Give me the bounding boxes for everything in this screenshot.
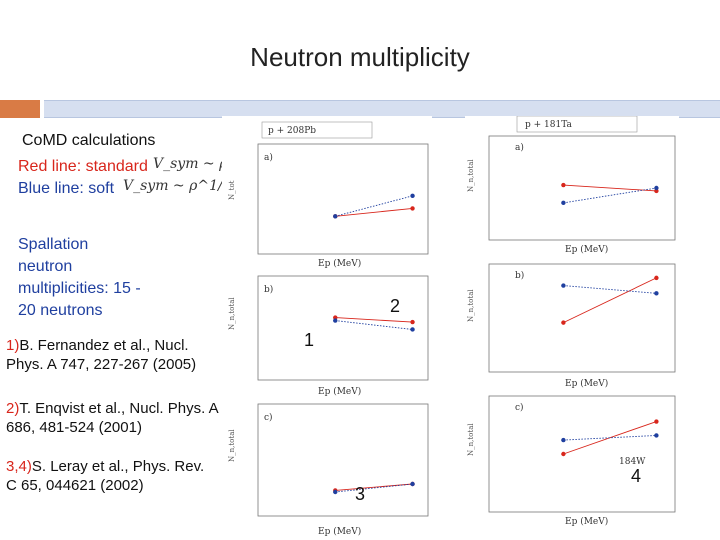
- right-b-ylabel: N_n,total: [467, 289, 475, 322]
- chart4-standard-line: [563, 184, 657, 192]
- left-panel-a-frame: [257, 143, 429, 255]
- model-label: CoMD calculations: [22, 132, 156, 149]
- chart6-soft-point-1: [561, 437, 566, 443]
- spallation-line-2: neutron: [18, 258, 73, 275]
- reference-3-num: 3,4): [6, 458, 32, 475]
- right-plots: p + 181Ta a) N_n,total Ep (MeV) b) N_n,t…: [465, 116, 679, 526]
- reference-2-num: 2): [6, 400, 20, 417]
- reference-3-text: S. Leray et al., Phys. Rev. C 65, 044621…: [6, 458, 205, 494]
- reference-2: 2)T. Enqvist et al., Nucl. Phys. A 686, …: [6, 399, 218, 437]
- spallation-line-4: 20 neutrons: [18, 302, 103, 319]
- formula-standard: V_sym ~ ρ: [153, 156, 228, 172]
- left-b-xlabel: Ep (MeV): [318, 386, 361, 397]
- chart5-standard-line: [563, 277, 657, 324]
- accent-bar: [0, 100, 40, 118]
- left-c-ylabel: N_n,total: [228, 429, 236, 462]
- chart5-standard-point-2: [654, 275, 659, 281]
- left-a-xlabel: Ep (MeV): [318, 258, 361, 269]
- chart1-soft-line: [335, 195, 413, 217]
- right-panel-b-frame: [488, 263, 676, 373]
- spallation-line-3: multiplicities: 15 -: [18, 280, 141, 297]
- left-b-ylabel: N_n,total: [228, 297, 236, 330]
- left-c-xlabel: Ep (MeV): [318, 526, 361, 537]
- slide-title: Neutron multiplicity: [250, 42, 470, 72]
- right-panel-a-tag: a): [515, 142, 524, 153]
- marker-4: 4: [631, 466, 642, 486]
- chart2-soft-point-2: [410, 327, 415, 332]
- left-top-title: p + 208Pb: [268, 126, 316, 136]
- chart2-soft-point-1: [333, 318, 338, 323]
- chart4-soft-point-2: [654, 185, 659, 191]
- chart2-soft-line: [335, 320, 413, 330]
- left-panel-b-frame: [257, 275, 429, 381]
- right-panel-c-frame: [488, 395, 676, 513]
- right-c-ylabel: N_n,total: [467, 423, 475, 456]
- right-panel-c-tag: c): [515, 402, 524, 413]
- chart6-soft-point-2: [654, 433, 659, 438]
- chart2-standard-point-2: [410, 319, 415, 325]
- marker-3: 3: [355, 484, 366, 504]
- formula-soft: V_sym ~ ρ^1/2: [123, 178, 232, 194]
- right-c-xlabel: Ep (MeV): [565, 516, 608, 526]
- left-a-ylabel: N_tot: [228, 180, 236, 200]
- blue-line-label: Blue line: soft: [18, 180, 115, 197]
- chart1-soft-point-2: [410, 193, 415, 199]
- chart1-soft-point-1: [333, 214, 338, 219]
- left-panel-c-tag: c): [264, 412, 273, 423]
- chart5-standard-point-1: [561, 320, 566, 325]
- chart4-soft-line: [563, 187, 657, 204]
- reference-1-text: B. Fernandez et al., Nucl. Phys. A 747, …: [6, 337, 197, 373]
- chart3-soft-line: [335, 483, 413, 493]
- chart5-soft-line: [563, 285, 657, 294]
- right-panel-b-tag: b): [515, 270, 524, 281]
- right-a-xlabel: Ep (MeV): [565, 244, 608, 255]
- reference-2-text: T. Enqvist et al., Nucl. Phys. A 686, 48…: [6, 400, 218, 436]
- spallation-line-1: Spallation: [18, 236, 89, 253]
- chart3-standard-line: [335, 483, 413, 491]
- chart5-soft-point-2: [654, 291, 659, 296]
- right-panel-a-frame: [488, 135, 676, 241]
- left-plots: p + 208Pb a) N_tot Ep (MeV) b) N_n,total…: [222, 116, 432, 540]
- right-top-title: p + 181Ta: [525, 120, 573, 130]
- reference-3: 3,4)S. Leray et al., Phys. Rev. C 65, 04…: [6, 457, 218, 495]
- right-b-xlabel: Ep (MeV): [565, 378, 608, 389]
- chart2-standard-line: [335, 317, 413, 323]
- marker-2: 2: [390, 296, 401, 316]
- right-a-ylabel: N_n,total: [467, 159, 475, 192]
- chart4-standard-point-1: [561, 182, 566, 188]
- left-panel-b-tag: b): [264, 284, 273, 295]
- chart3-soft-point-1: [333, 489, 338, 495]
- chart4-soft-point-1: [561, 200, 566, 206]
- marker-1: 1: [304, 330, 315, 350]
- chart6-standard-point-1: [561, 451, 566, 457]
- chart6-standard-point-2: [654, 419, 659, 424]
- reference-1: 1)B. Fernandez et al., Nucl. Phys. A 747…: [6, 336, 216, 374]
- left-panel-a-tag: a): [264, 152, 273, 163]
- right-c-w-label: 184W: [619, 457, 646, 467]
- red-line-label: Red line: standard: [18, 158, 148, 175]
- reference-1-num: 1): [6, 337, 20, 354]
- chart6-soft-line: [563, 434, 657, 441]
- left-panel-c-frame: [257, 403, 429, 517]
- chart6-standard-line: [563, 421, 657, 455]
- chart5-soft-point-1: [561, 283, 566, 288]
- chart3-soft-point-2: [410, 481, 415, 487]
- chart1-standard-point-2: [410, 206, 415, 211]
- chart1-standard-line: [335, 207, 413, 217]
